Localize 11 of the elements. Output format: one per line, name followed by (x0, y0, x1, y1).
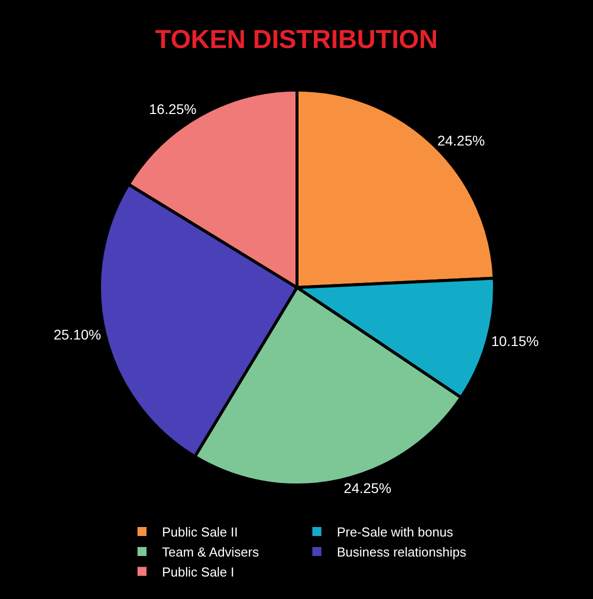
data-label: 10.15% (491, 333, 539, 350)
legend-label: Business relationships (336, 544, 467, 560)
legend-label: Team & Advisers (162, 544, 260, 560)
legend-label: Public Sale I (162, 564, 234, 580)
data-label: 24.25% (437, 132, 485, 148)
legend-label: Public Sale II (162, 524, 238, 540)
chart-title: TOKEN DISTRIBUTION (155, 24, 438, 54)
data-label: 25.10% (54, 326, 102, 343)
legend-label: Pre-Sale with bonus (336, 524, 454, 540)
data-label: 16.25% (149, 101, 196, 118)
data-label: 24.25% (344, 480, 392, 496)
